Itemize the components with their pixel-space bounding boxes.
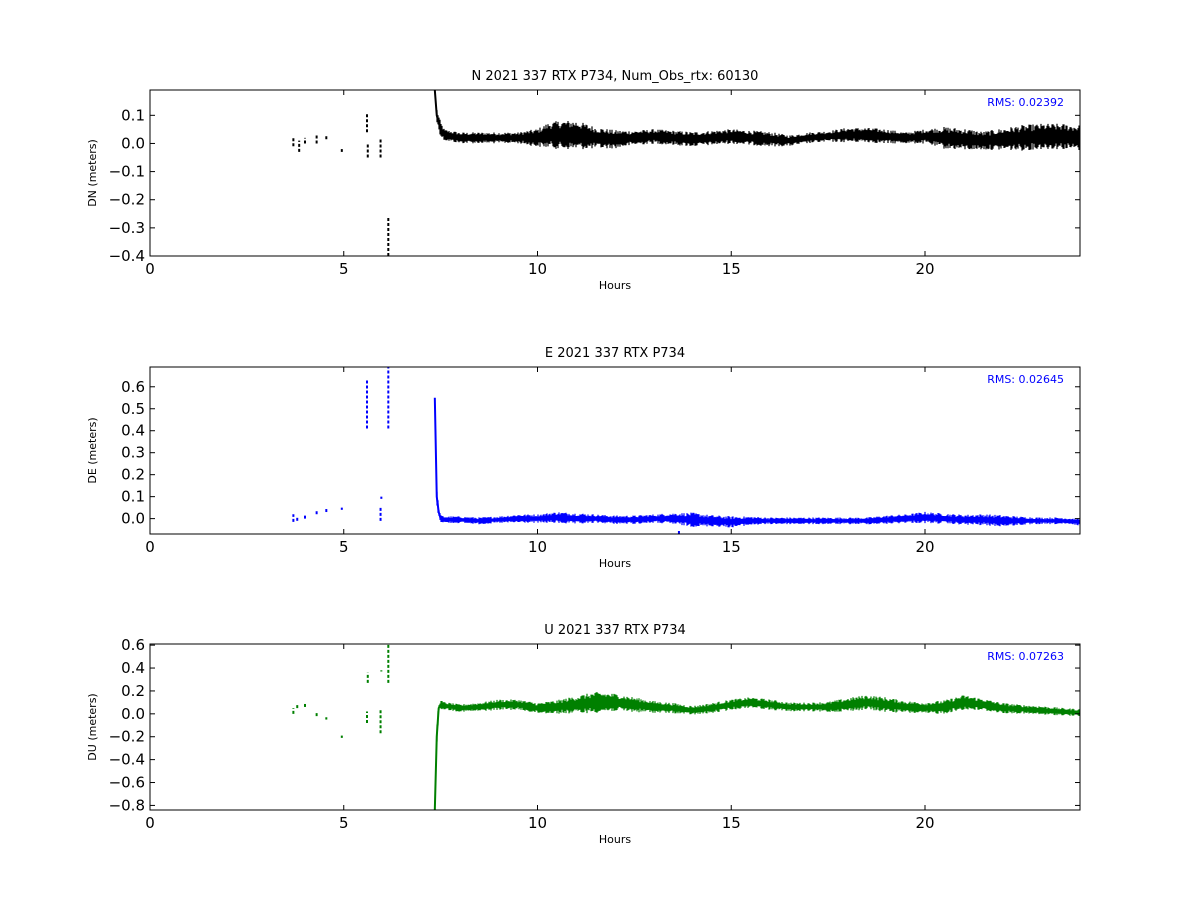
y-tick-label-0: 0.1 <box>121 106 145 124</box>
x-axis-label: Hours <box>599 557 631 570</box>
x-tick-label-2: 10 <box>528 260 547 278</box>
x-tick-label-2: 10 <box>528 814 547 832</box>
x-tick-label-3: 15 <box>722 260 741 278</box>
y-tick-label-2: 0.2 <box>121 682 145 700</box>
y-tick-label-1: 0.0 <box>121 134 145 152</box>
x-tick-label-1: 5 <box>339 538 349 556</box>
chart-title: E 2021 337 RTX P734 <box>545 346 685 361</box>
axes-frame <box>149 643 1081 811</box>
y-tick-label-3: 0.3 <box>121 444 145 462</box>
subplots-group: N 2021 337 RTX P734, Num_Obs_rtx: 60130 0… <box>86 69 1081 846</box>
y-tick-label-5: −0.4 <box>109 247 145 265</box>
chart-title: N 2021 337 RTX P734, Num_Obs_rtx: 60130 <box>472 69 759 84</box>
y-tick-label-3: −0.2 <box>109 191 145 209</box>
y-tick-label-4: −0.2 <box>109 728 145 746</box>
axes-frame <box>149 366 1081 535</box>
subplot-1: N 2021 337 RTX P734, Num_Obs_rtx: 60130 0… <box>86 69 1081 292</box>
x-tick-label-1: 5 <box>339 260 349 278</box>
y-tick-label-6: 0.0 <box>121 510 145 528</box>
chart-title: U 2021 337 RTX P734 <box>544 623 686 638</box>
x-tick-label-0: 0 <box>145 260 155 278</box>
y-tick-label-2: −0.1 <box>109 163 145 181</box>
y-axis-label: DU (meters) <box>86 693 99 760</box>
data-marks <box>292 367 1080 534</box>
x-tick-label-3: 15 <box>722 538 741 556</box>
y-tick-label-3: 0.0 <box>121 705 145 723</box>
x-tick-label-4: 20 <box>915 538 934 556</box>
data-marks <box>292 90 1080 256</box>
x-tick-label-3: 15 <box>722 814 741 832</box>
y-tick-label-0: 0.6 <box>121 636 145 654</box>
x-axis-label: Hours <box>599 833 631 846</box>
series-noise-band <box>436 110 1080 151</box>
y-axis-label: DE (meters) <box>86 417 99 483</box>
x-tick-label-1: 5 <box>339 814 349 832</box>
y-tick-label-1: 0.4 <box>121 659 145 677</box>
rms-annotation: RMS: 0.07263 <box>987 650 1064 663</box>
x-tick-label-4: 20 <box>915 260 934 278</box>
y-axis-label: DN (meters) <box>86 139 99 207</box>
y-tick-label-5: 0.1 <box>121 488 145 506</box>
y-tick-label-4: −0.3 <box>109 219 145 237</box>
x-axis-label: Hours <box>599 279 631 292</box>
series-noise-band <box>436 491 1080 528</box>
y-tick-label-2: 0.4 <box>121 422 145 440</box>
y-tick-label-6: −0.6 <box>109 774 145 792</box>
axes-frame <box>149 89 1081 257</box>
y-tick-label-0: 0.6 <box>121 378 145 396</box>
y-tick-label-1: 0.5 <box>121 400 145 418</box>
rms-annotation: RMS: 0.02392 <box>987 96 1064 109</box>
y-tick-label-5: −0.4 <box>109 751 145 769</box>
data-marks <box>292 644 1080 810</box>
x-tick-label-0: 0 <box>145 814 155 832</box>
subplot-3: U 2021 337 RTX P734 0 5 10 15 20 0.6 0.4 0.2 0.0 −… <box>86 623 1081 846</box>
rms-annotation: RMS: 0.02645 <box>987 373 1064 386</box>
x-tick-label-2: 10 <box>528 538 547 556</box>
y-tick-label-4: 0.2 <box>121 466 145 484</box>
x-tick-label-4: 20 <box>915 814 934 832</box>
x-tick-label-0: 0 <box>145 538 155 556</box>
subplot-2: E 2021 337 RTX P734 0 5 10 15 20 0.6 0.5 0.4 0.3 0… <box>86 346 1081 570</box>
series-noise-band <box>436 692 1080 742</box>
y-tick-label-7: −0.8 <box>109 796 145 814</box>
